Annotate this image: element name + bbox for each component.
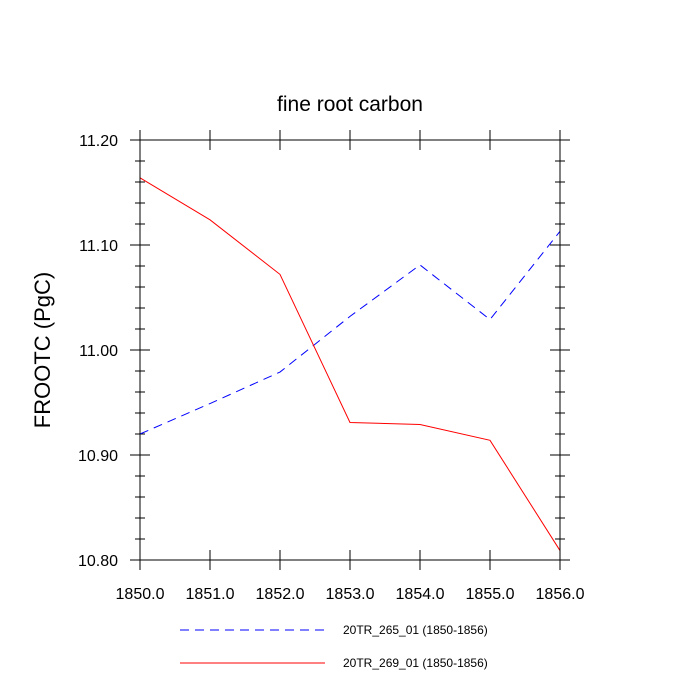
y-tick-labels: 10.80 10.90 11.00 11.10 11.20 (78, 133, 118, 570)
x-tick-label: 1853.0 (326, 586, 375, 603)
y-tick-label: 11.00 (79, 343, 118, 360)
series-line-2 (139, 177, 561, 551)
series-line-1 (139, 231, 561, 435)
y-axis-label: FROOTC (PgC) (30, 272, 55, 428)
x-tick-label: 1856.0 (536, 586, 585, 603)
y-tick-label: 11.10 (79, 238, 118, 255)
y-tick-label: 10.80 (78, 553, 118, 570)
chart-title: fine root carbon (277, 93, 423, 116)
axis-ticks (130, 130, 570, 570)
legend-label-1: 20TR_265_01 (1850-1856) (343, 623, 488, 637)
x-tick-labels: 1850.0 1851.0 1852.0 1853.0 1854.0 1855.0 1856… (116, 586, 585, 603)
x-tick-label: 1852.0 (256, 586, 305, 603)
legend: 20TR_265_01 (1850-1856) 20TR_269_01 (1850… (180, 623, 488, 670)
series-lines (139, 177, 561, 551)
plot-frame (139, 139, 561, 561)
legend-label-2: 20TR_269_01 (1850-1856) (343, 656, 488, 670)
x-tick-label: 1854.0 (396, 586, 445, 603)
y-tick-label: 11.20 (79, 133, 118, 150)
x-tick-label: 1855.0 (466, 586, 515, 603)
x-tick-label: 1851.0 (186, 586, 235, 603)
x-tick-label: 1850.0 (116, 586, 165, 603)
y-tick-label: 10.90 (78, 448, 118, 465)
